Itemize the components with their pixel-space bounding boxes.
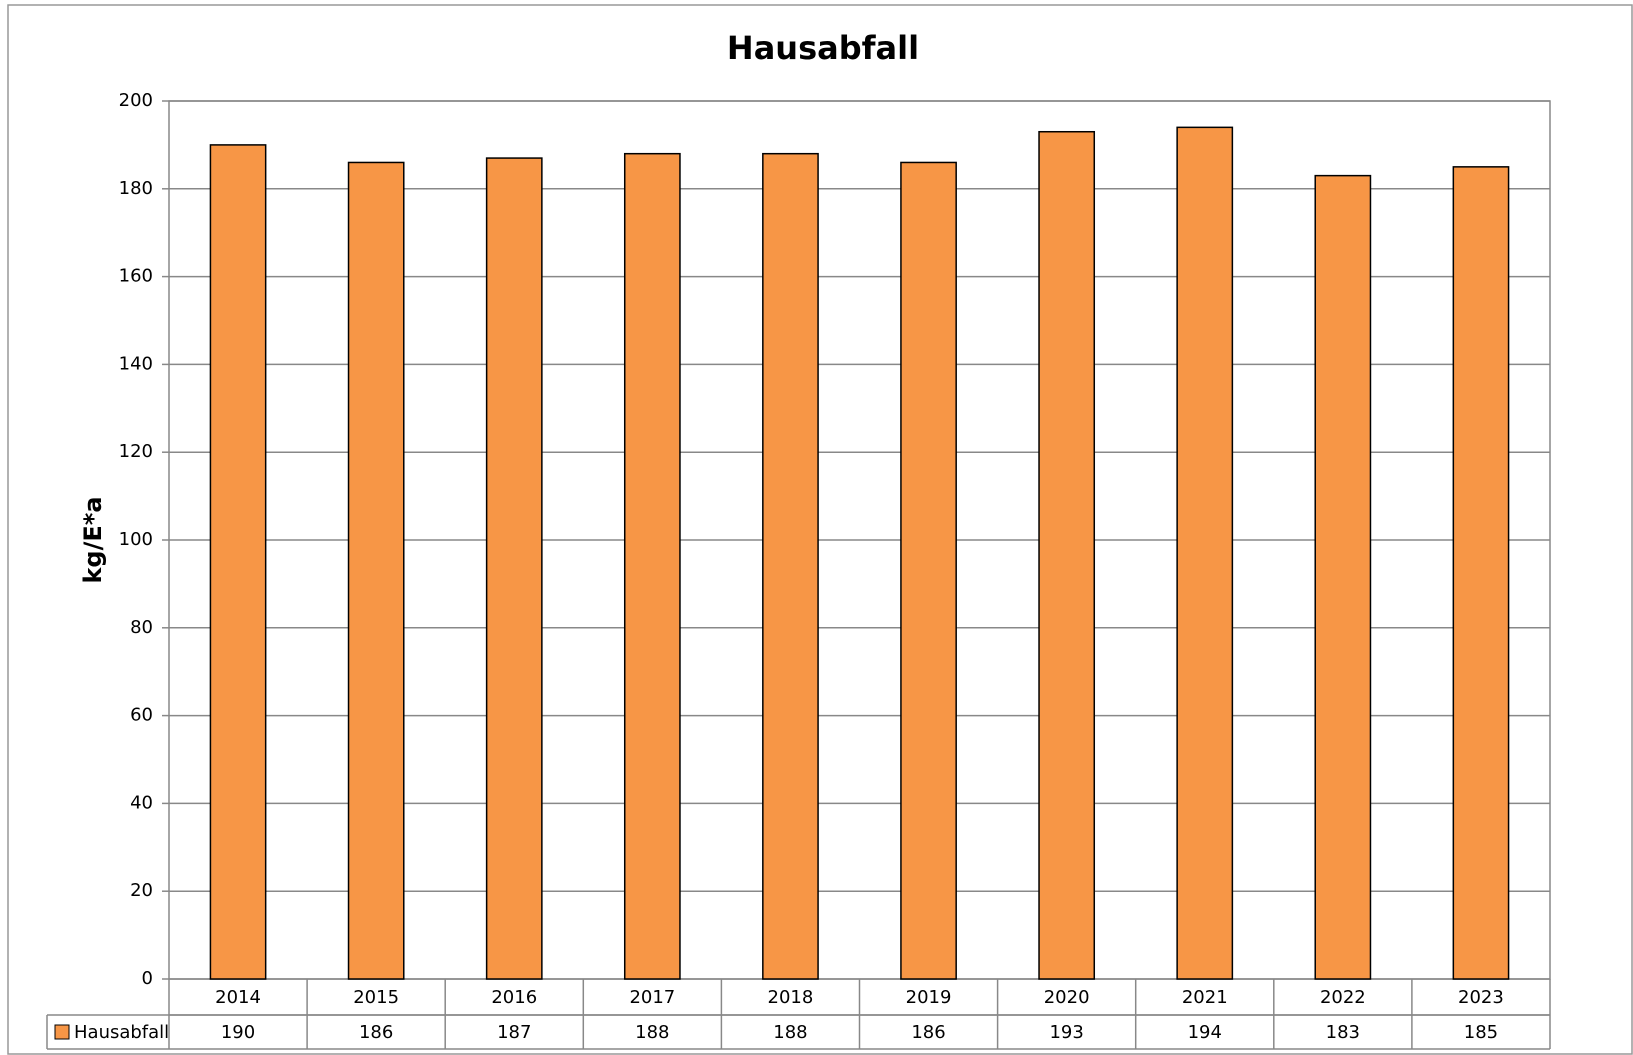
data-table-value: 194 — [1188, 1022, 1222, 1043]
data-table-value: 186 — [359, 1022, 393, 1043]
bar — [485, 157, 543, 980]
data-table-value: 185 — [1464, 1022, 1498, 1043]
x-tick-label: 2017 — [629, 987, 675, 1008]
legend-label: Hausabfall — [74, 1022, 169, 1043]
data-table-value: 188 — [635, 1022, 669, 1043]
y-tick-label: 180 — [119, 178, 153, 199]
x-tick-label: 2023 — [1458, 987, 1504, 1008]
y-tick-label: 20 — [130, 880, 153, 901]
data-table-value: 190 — [221, 1022, 255, 1043]
x-tick-label: 2018 — [768, 987, 814, 1008]
bar — [209, 144, 267, 980]
data-table-value: 193 — [1049, 1022, 1083, 1043]
bar — [900, 161, 957, 980]
chart-title: Hausabfall — [727, 29, 919, 67]
y-tick-label: 0 — [142, 968, 153, 989]
x-tick-label: 2014 — [215, 987, 261, 1008]
data-table-value: 188 — [773, 1022, 807, 1043]
y-tick-label: 100 — [119, 529, 153, 550]
bar — [762, 152, 819, 980]
y-tick-label: 120 — [119, 441, 153, 462]
y-tick-label: 80 — [130, 617, 153, 638]
data-table-value: 183 — [1326, 1022, 1360, 1043]
x-tick-label: 2020 — [1044, 987, 1090, 1008]
x-tick-label: 2015 — [353, 987, 399, 1008]
x-tick-label: 2016 — [491, 987, 537, 1008]
bar — [1452, 166, 1510, 980]
bar — [623, 152, 681, 980]
y-tick-label: 140 — [119, 353, 153, 374]
bar — [1314, 174, 1372, 980]
bar — [1176, 126, 1234, 980]
bar — [347, 161, 405, 980]
data-table-value: 186 — [911, 1022, 945, 1043]
y-axis-label: kg/E*a — [79, 496, 107, 583]
data-table-value: 187 — [497, 1022, 531, 1043]
x-tick-label: 2019 — [906, 987, 952, 1008]
legend-swatch — [54, 1024, 70, 1040]
y-tick-label: 200 — [119, 90, 153, 111]
bar — [1038, 130, 1096, 980]
x-tick-label: 2021 — [1182, 987, 1228, 1008]
y-tick-label: 160 — [119, 266, 153, 287]
x-tick-label: 2022 — [1320, 987, 1366, 1008]
y-tick-label: 60 — [130, 705, 153, 726]
y-tick-label: 40 — [130, 792, 153, 813]
